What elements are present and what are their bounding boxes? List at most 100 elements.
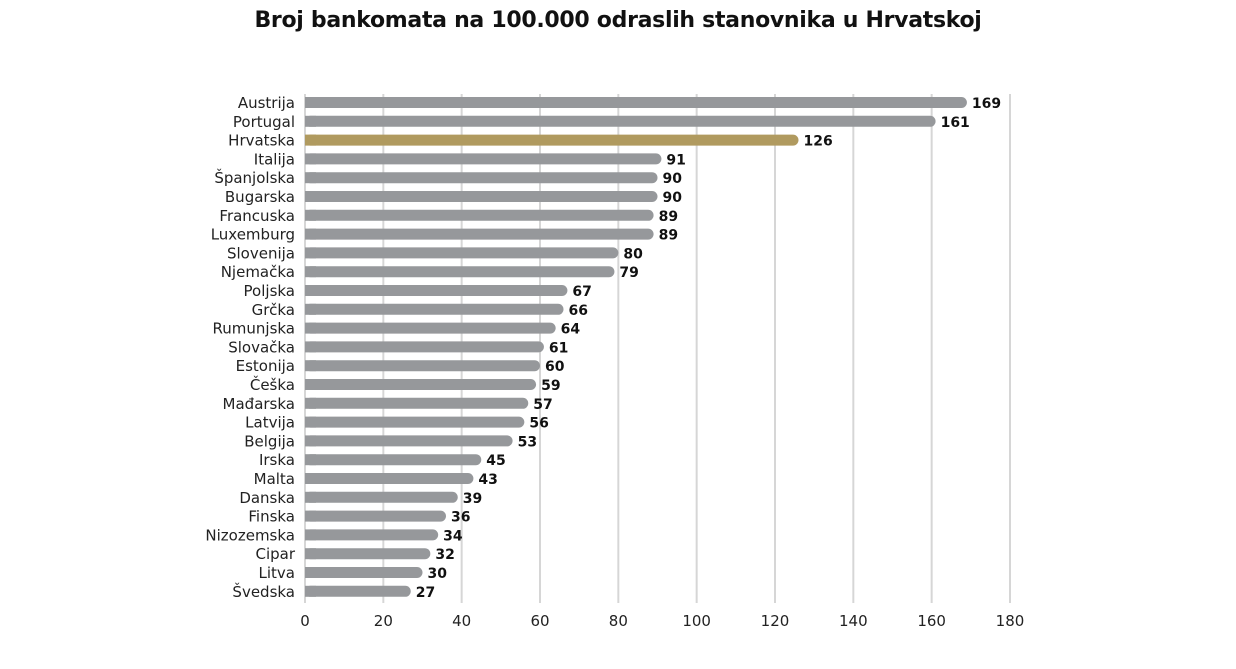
bar — [305, 529, 439, 541]
value-label: 79 — [619, 265, 638, 281]
category-label: Nizozemska — [205, 526, 295, 544]
value-label: 30 — [428, 566, 448, 582]
bar — [305, 209, 654, 221]
bar — [305, 454, 482, 466]
bar — [305, 416, 525, 428]
category-label: Belgija — [244, 432, 295, 450]
category-label: Španjolska — [214, 168, 295, 187]
x-tick-label: 80 — [609, 612, 628, 630]
category-labels: AustrijaPortugalHrvatskaItalijaŠpanjolsk… — [205, 94, 295, 601]
category-label: Luxemburg — [211, 226, 295, 244]
bar-base — [305, 303, 316, 315]
bar-base — [305, 209, 316, 221]
x-axis-ticks: 0 20 40 60 80 100 120 140 160 180 — [300, 612, 1024, 630]
value-label: 89 — [659, 228, 678, 244]
category-label: Rumunjska — [213, 320, 295, 338]
category-label: Cipar — [255, 545, 295, 563]
x-tick-label: 120 — [761, 612, 790, 630]
bar-base — [305, 567, 316, 578]
value-label: 43 — [478, 472, 497, 488]
bars — [305, 97, 967, 597]
bar-base — [305, 473, 316, 484]
value-label: 80 — [623, 246, 643, 262]
bar — [305, 397, 529, 409]
value-label: 45 — [486, 453, 505, 469]
value-label: 161 — [941, 115, 970, 131]
bar — [305, 172, 658, 184]
bar-base — [305, 153, 316, 165]
category-label: Švedska — [232, 582, 295, 601]
bar — [305, 228, 654, 240]
category-label: Mađarska — [223, 395, 295, 413]
bar-base — [305, 97, 316, 108]
bar-base — [305, 341, 316, 353]
bar-base — [305, 397, 316, 409]
bar-base — [305, 360, 316, 372]
bar-base — [305, 491, 316, 503]
value-label: 39 — [463, 491, 482, 507]
bar — [305, 491, 458, 503]
value-label: 53 — [518, 434, 537, 450]
bar — [305, 115, 936, 127]
category-label: Poljska — [244, 282, 295, 300]
x-tick-label: 180 — [996, 612, 1025, 630]
bar-base — [305, 247, 316, 259]
category-label: Hrvatska — [228, 132, 295, 150]
x-tick-label: 40 — [452, 612, 471, 630]
value-label: 126 — [804, 134, 833, 150]
value-label: 67 — [572, 284, 591, 300]
category-label: Bugarska — [225, 188, 295, 206]
value-label: 34 — [443, 528, 463, 544]
bar-base — [305, 115, 316, 127]
category-label: Malta — [254, 470, 295, 488]
category-label: Italija — [254, 150, 295, 168]
bar — [305, 153, 662, 165]
value-label: 66 — [569, 303, 588, 319]
bar-base — [305, 510, 316, 522]
bar-base — [305, 191, 316, 202]
value-label: 59 — [541, 378, 560, 394]
value-label: 32 — [435, 547, 454, 563]
category-label: Estonija — [236, 357, 295, 375]
x-tick-label: 100 — [682, 612, 711, 630]
bar-base — [305, 172, 316, 184]
category-label: Češka — [250, 375, 295, 394]
category-label: Grčka — [252, 301, 295, 319]
bar — [305, 247, 619, 259]
category-label: Portugal — [233, 113, 295, 131]
bar — [305, 341, 544, 353]
bar — [305, 435, 513, 447]
value-label: 27 — [416, 585, 435, 601]
bar — [305, 266, 615, 278]
bar — [305, 322, 556, 334]
category-label: Njemačka — [221, 263, 295, 281]
value-label: 56 — [529, 416, 548, 432]
bar-base — [305, 285, 316, 296]
category-label: Austrija — [238, 94, 295, 112]
bar-base — [305, 134, 316, 146]
x-tick-label: 20 — [374, 612, 393, 630]
bar-base — [305, 454, 316, 466]
bar-base — [305, 379, 316, 390]
value-label: 89 — [659, 209, 678, 225]
value-label: 57 — [533, 397, 552, 413]
bar-base — [305, 416, 316, 428]
bar — [305, 379, 537, 390]
category-label: Francuska — [219, 207, 295, 225]
category-label: Finska — [248, 508, 295, 526]
chart-title: Broj bankomata na 100.000 odraslih stano… — [254, 8, 982, 33]
bar-base — [305, 322, 316, 334]
bar — [305, 360, 540, 372]
x-tick-label: 60 — [530, 612, 549, 630]
bar — [305, 303, 564, 315]
value-label: 36 — [451, 510, 470, 526]
value-label: 90 — [663, 171, 683, 187]
bar — [305, 97, 967, 108]
bar — [305, 585, 411, 597]
value-label: 169 — [972, 96, 1001, 112]
value-label: 61 — [549, 340, 568, 356]
bar — [305, 191, 658, 202]
x-tick-label: 140 — [839, 612, 868, 630]
bar — [305, 285, 568, 296]
category-label: Danska — [239, 489, 295, 507]
